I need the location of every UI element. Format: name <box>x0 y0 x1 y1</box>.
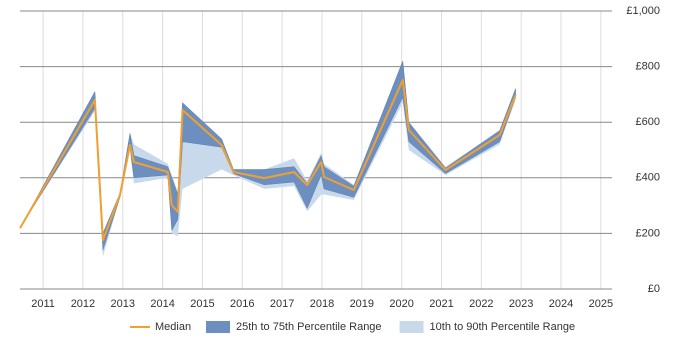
y-tick-label: £400 <box>636 172 660 184</box>
x-tick-label: 2013 <box>111 298 135 310</box>
y-tick-label: £0 <box>648 283 660 295</box>
percentile-band <box>19 60 516 251</box>
x-tick-label: 2019 <box>350 298 374 310</box>
legend-swatch <box>206 321 230 333</box>
y-tick-label: £800 <box>636 61 660 73</box>
legend-label: Median <box>155 321 191 333</box>
y-tick-label: £600 <box>636 116 660 128</box>
legend-swatch <box>399 321 424 333</box>
legend-label: 25th to 75th Percentile Range <box>236 321 382 333</box>
y-tick-label: £200 <box>636 227 660 239</box>
x-tick-label: 2018 <box>310 298 334 310</box>
x-tick-label: 2017 <box>270 298 294 310</box>
x-tick-label: 2011 <box>31 298 55 310</box>
x-tick-label: 2012 <box>71 298 95 310</box>
x-tick-label: 2015 <box>190 298 214 310</box>
x-tick-label: 2022 <box>469 298 493 310</box>
x-tick-label: 2025 <box>589 298 613 310</box>
median-line <box>19 78 517 242</box>
x-tick-label: 2024 <box>549 298 573 310</box>
x-tick-label: 2016 <box>230 298 254 310</box>
x-tick-label: 2023 <box>509 298 533 310</box>
y-tick-label: £1,000 <box>626 5 660 17</box>
x-tick-label: 2014 <box>150 298 174 310</box>
x-tick-label: 2020 <box>389 298 413 310</box>
legend-label: 10th to 90th Percentile Range <box>430 321 576 333</box>
x-tick-label: 2021 <box>429 298 453 310</box>
